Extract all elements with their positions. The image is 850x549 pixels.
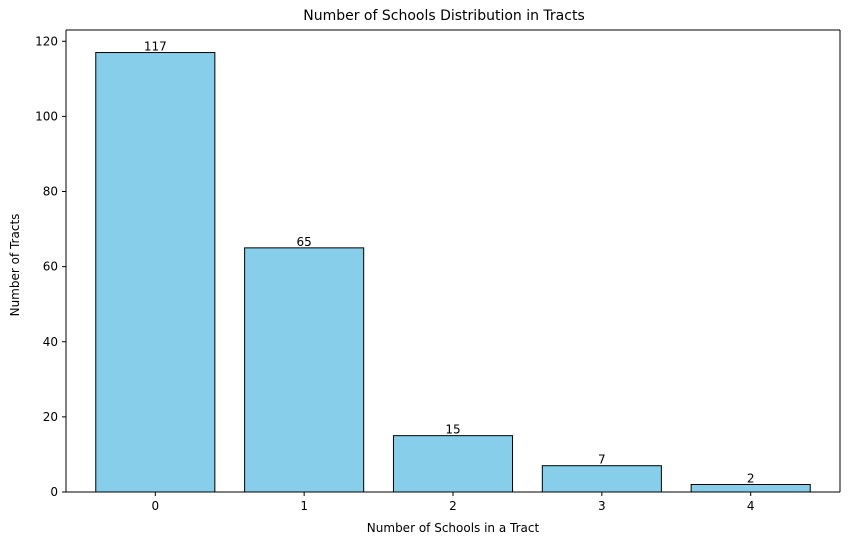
bar-label-0: 117 [144, 40, 167, 54]
x-tick-label-0: 0 [151, 499, 159, 513]
x-tick-label-3: 3 [598, 499, 606, 513]
bar-3 [541, 465, 662, 493]
y-axis: 0 20 40 60 80 100 120 [35, 34, 66, 499]
x-axis-label: Number of Schools in a Tract [367, 521, 540, 535]
bar-1 [244, 247, 365, 493]
x-tick-label-4: 4 [747, 499, 755, 513]
bar-label-2: 15 [445, 423, 460, 437]
y-tick-label-2: 40 [43, 335, 58, 349]
x-tick-label-1: 1 [300, 499, 308, 513]
bar-label-3: 7 [598, 453, 606, 467]
bar-label-1: 65 [297, 235, 312, 249]
bar-4 [690, 483, 811, 493]
y-tick-label-1: 20 [43, 410, 58, 424]
bar-label-4: 2 [747, 471, 755, 485]
x-axis: 0 1 2 3 4 [151, 492, 755, 513]
y-tick-label-5: 100 [35, 109, 58, 123]
plot-frame [65, 29, 841, 493]
y-tick-label-3: 60 [43, 260, 58, 274]
x-tick-label-2: 2 [449, 499, 457, 513]
y-tick-label-6: 120 [35, 34, 58, 48]
y-tick-label-0: 0 [50, 485, 58, 499]
bar-2 [392, 435, 514, 493]
bar-labels-layer: 117 65 15 7 2 [144, 40, 755, 486]
chart-title: Number of Schools Distribution in Tracts [303, 8, 585, 24]
bars-layer [95, 52, 811, 493]
y-tick-label-4: 80 [43, 185, 58, 199]
bar-0 [95, 52, 216, 493]
y-axis-label: Number of Tracts [8, 214, 22, 317]
